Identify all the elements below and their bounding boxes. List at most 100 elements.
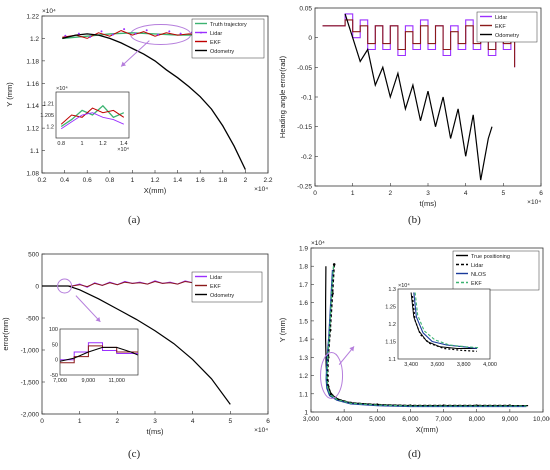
inset-x-tick-label: 4,000 (483, 362, 497, 368)
annotation-arrow (75, 295, 101, 323)
x-tick-label: 1.6 (196, 177, 205, 184)
legend-label: EKF (495, 24, 506, 30)
y-tick-label: 1.3 (299, 355, 308, 362)
x-tick-label: 0.4 (60, 177, 69, 184)
x-tick-label: 4,000 (336, 416, 353, 423)
y-tick-label: 1.1 (299, 391, 308, 398)
y-tick-label: 1.5 (299, 318, 308, 325)
x-tick-label: 2 (389, 190, 393, 197)
caption-a: (a) (128, 214, 141, 226)
x-tick-label: 6 (266, 418, 270, 425)
x-tick-label: 4 (191, 418, 195, 425)
y-exponent: ×10⁴ (42, 8, 56, 15)
y-tick-label: -0.05 (297, 65, 312, 72)
x-tick-label: 10,000 (533, 416, 550, 423)
legend-box (452, 250, 540, 291)
inset-series-line-lidar (60, 112, 124, 130)
y-tick-label: 1.12 (26, 126, 39, 133)
x-tick-label: 4 (464, 190, 468, 197)
zoom-circle (57, 278, 73, 294)
point-lidar (145, 29, 148, 32)
inset-y-tick-label: 50 (52, 342, 58, 348)
x-tick-label: 1 (78, 418, 82, 425)
series-line-ekf (326, 266, 527, 407)
annotation-arrowhead (121, 61, 127, 67)
x-exponent: ×10⁴ (527, 199, 541, 206)
y-tick-label: 0 (308, 35, 312, 42)
inset-x-tick-label: 3,800 (457, 362, 471, 368)
point-lidar (100, 30, 103, 33)
series-line-ekf (322, 19, 516, 68)
panel-a: 0.2 0.4 0.6 0.8 1 1.2 1.4 1.6 1.8 2 2.2 1.08 1.1 1.12… (0, 0, 275, 232)
point-lidar (123, 28, 126, 31)
caption-b: (b) (408, 214, 421, 226)
inset-y-tick-label: 1.25 (385, 305, 396, 311)
legend-label: Truth trajectory (210, 22, 247, 28)
inset-x-tick-label: 1.4 (120, 141, 128, 147)
panel-b: 0 1 2 3 4 5 6 0.05 0 -0.05 -0.1 -0.15 -0.2 -0.25 t(ms)… (275, 0, 550, 232)
y-axis-label: Y (mm) (278, 317, 287, 342)
inset-y-exponent: ×10⁴ (398, 282, 410, 289)
inset-y-tick-label: 100 (49, 327, 58, 333)
x-tick-label: 5,000 (369, 416, 386, 423)
x-tick-label: 0 (313, 190, 317, 197)
x-tick-label: 2 (244, 177, 248, 184)
x-tick-label: 0 (40, 418, 44, 425)
y-tick-label: -0.2 (301, 154, 313, 161)
y-axis-label: error(mm) (1, 317, 10, 351)
y-tick-label: 1.1 (30, 148, 39, 155)
inset-y-tick-label: -50 (50, 373, 58, 379)
x-tick-label: 6 (539, 190, 543, 197)
inset-x-exponent: ×10⁴ (117, 146, 129, 153)
legend-label: Lidar (210, 31, 222, 37)
y-tick-label: 1.9 (299, 246, 308, 253)
y-tick-label: 1.08 (26, 171, 39, 178)
series-line-odometry (42, 285, 231, 405)
y-tick-label: -0.25 (297, 184, 312, 191)
legend-label: Lidar (471, 263, 483, 269)
inset-x-tick-label: 0.8 (57, 141, 65, 147)
y-tick-label: 1.22 (26, 14, 39, 21)
inset-series-line-ekf (414, 292, 480, 349)
x-tick-label: 0.8 (105, 177, 114, 184)
panel-c: 0 1 2 3 4 5 6 500 0 -500 -1,000 -1,500 -2,000 t(ms) er… (0, 232, 275, 465)
y-exponent: ×10⁴ (311, 240, 325, 247)
inset-x-tick-label: 9,000 (81, 378, 95, 384)
legend-label: EKF (471, 281, 482, 287)
x-tick-label: 1 (351, 190, 355, 197)
inset-x-tick-label: 3,600 (431, 362, 445, 368)
point-lidar (332, 263, 336, 266)
chart-a: 0.2 0.4 0.6 0.8 1 1.2 1.4 1.6 1.8 2 2.2 1.08 1.1 1.12… (5, 8, 273, 195)
y-tick-label: -0.1 (301, 95, 313, 102)
x-tick-label: 9,000 (502, 416, 519, 423)
inset-series-line-ekf (60, 345, 138, 364)
caption-c: (c) (128, 448, 141, 460)
inset-y-tick-label: 1.1 (388, 357, 396, 363)
y-tick-label: 1.4 (299, 337, 308, 344)
point-lidar (77, 32, 80, 35)
series-line-ekf (62, 30, 201, 39)
x-tick-label: 0.2 (37, 177, 46, 184)
legend-label: Odometry (210, 293, 234, 299)
y-tick-label: 0 (35, 284, 39, 291)
inset-series-line-nlos (413, 292, 477, 350)
legend-label: Odometry (495, 33, 519, 39)
panel-d: 3,000 4,000 5,000 6,000 7,000 8,000 9,000 10,00… (275, 232, 550, 465)
point-lidar (134, 32, 137, 35)
inset-x-tick-label: 1 (81, 141, 84, 147)
inset-x-tick-label: 1.2 (99, 141, 107, 147)
annotation-arrow (120, 40, 150, 67)
y-tick-label: 1.14 (26, 103, 39, 110)
y-tick-label: -500 (26, 316, 39, 323)
x-tick-label: 1.8 (218, 177, 227, 184)
series-line-odometry (62, 33, 246, 170)
inset-x-tick-label: 3,400 (404, 362, 418, 368)
legend-box (191, 18, 265, 59)
x-exponent: ×10⁴ (254, 427, 268, 434)
inset-x-tick-label: 7,000 (53, 378, 67, 384)
inset-y-tick-label: 0 (55, 358, 58, 364)
inset-y-exponent: ×10⁴ (56, 85, 68, 92)
x-tick-label: 3,000 (303, 416, 320, 423)
y-tick-label: -1,500 (21, 380, 40, 387)
legend-label: Lidar (495, 15, 507, 21)
